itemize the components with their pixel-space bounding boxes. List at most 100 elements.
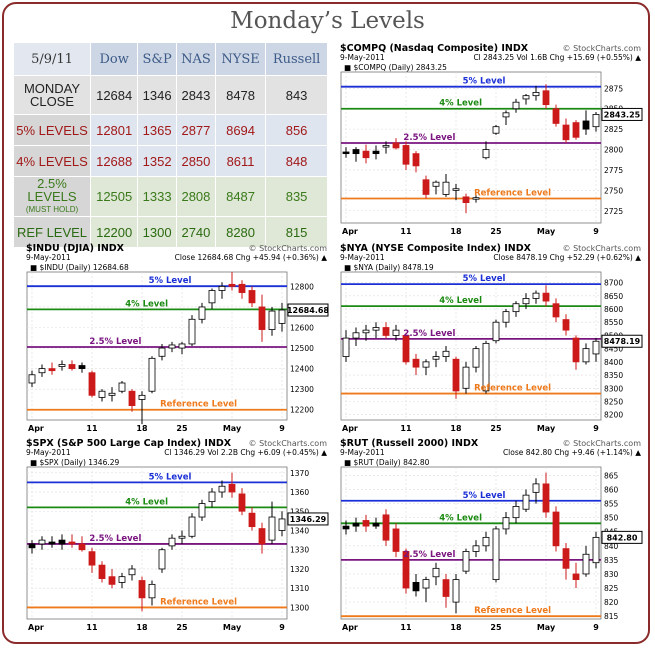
header-russell: Russell (265, 42, 328, 76)
chart-header: $SPX (S&P 500 Large Cap Index) INDX (26, 438, 232, 449)
candle-body (362, 520, 370, 527)
chart-nya-svg: $NYA (NYSE Composite Index) INDX © StockC… (340, 243, 643, 433)
candle-body (482, 536, 490, 547)
candle-body (432, 567, 440, 578)
chart-legend: ■ $INDU (Daily) 12684.68 (30, 263, 129, 272)
level-label: 4% Level (439, 99, 482, 109)
x-tick-label: 11 (400, 424, 412, 433)
chart-compq: $COMPQ (Nasdaq Composite) INDX © StockCha… (338, 42, 643, 237)
last-value-box (601, 334, 643, 348)
y-tick-label: 8450 (604, 345, 623, 354)
candle-body (168, 537, 176, 547)
chart-legend: ■ $COMPQ (Daily) 2843.25 (344, 63, 447, 72)
y-tick-label: 825 (604, 584, 619, 593)
x-tick-label: 9 (593, 424, 599, 433)
x-tick-label: May (223, 424, 242, 433)
y-tick-label: 2750 (604, 186, 623, 195)
table-cell: 8487 (214, 176, 267, 217)
level-label: 2.5% Level (403, 133, 455, 143)
level-label: 5% Level (463, 274, 506, 284)
chart-date: 9-May-2011 (26, 448, 71, 457)
candle-body (148, 357, 156, 392)
y-tick-label: 12600 (290, 324, 314, 333)
chart-header: $COMPQ (Nasdaq Composite) INDX (340, 43, 529, 54)
y-tick-label: 1300 (290, 603, 309, 612)
candle-body (362, 329, 370, 334)
candle-body (382, 327, 390, 336)
candle-body (88, 551, 96, 566)
candle-body (68, 541, 76, 545)
candle-body (542, 292, 550, 302)
candle-body (188, 318, 196, 345)
candle-body (452, 188, 460, 191)
table-cell: 1346 (137, 75, 177, 115)
candle-body (218, 285, 226, 291)
candle-body (402, 145, 410, 165)
candle-body (238, 493, 246, 512)
x-tick-label: Apr (342, 424, 358, 433)
chart-stats: Close 842.80 Chg +9.46 (+1.14%) ▲ (503, 448, 641, 457)
chart-watermark: © StockCharts.com (249, 244, 328, 253)
last-value-label: 842.80 (607, 533, 638, 542)
chart-header: $NYA (NYSE Composite Index) INDX (340, 243, 532, 254)
y-tick-label: 12800 (290, 282, 314, 291)
level-label: 5% Level (463, 77, 506, 87)
y-tick-label: 1350 (290, 507, 309, 516)
y-tick-label: 1330 (290, 546, 309, 555)
table-row: 5% LEVELS 12801 1365 2877 8694 856 (13, 114, 328, 146)
x-tick-label: 18 (450, 424, 462, 433)
candle-body (542, 90, 550, 106)
y-tick-label: 865 (604, 471, 619, 480)
table-cell: 835 (265, 176, 328, 217)
y-tick-label: 8200 (604, 411, 623, 420)
level-label: 5% Level (463, 491, 506, 501)
candle-body (532, 483, 540, 493)
candle-body (422, 361, 430, 368)
x-tick-label: Apr (28, 623, 44, 632)
candle-body (502, 311, 510, 323)
y-tick-label: 855 (604, 500, 619, 509)
candle-body (452, 579, 460, 603)
table-row: 4% LEVELS 12688 1352 2850 8611 848 (13, 145, 328, 177)
candle-body (542, 483, 550, 513)
chart-indu: $INDU (DJIA) INDX © StockCharts.com 9-May-… (24, 242, 329, 434)
chart-watermark: © StockCharts.com (563, 244, 642, 253)
candle-body (492, 321, 500, 342)
chart-watermark: © StockCharts.com (249, 439, 328, 448)
candle-body (108, 392, 116, 396)
chart-date: 9-May-2011 (340, 253, 385, 262)
candle-body (492, 528, 500, 580)
table-cell: 2877 (175, 114, 216, 146)
y-tick-label: 1370 (290, 469, 309, 478)
candle-body (128, 568, 136, 576)
candle-body (88, 372, 96, 396)
candle-body (442, 181, 450, 195)
y-tick-label: 12400 (290, 365, 314, 374)
level-label: 4% Level (439, 513, 482, 523)
candle-body (78, 543, 86, 551)
table-cell: 12801 (89, 114, 139, 146)
header-dow: Dow (89, 42, 139, 76)
y-tick-label: 835 (604, 556, 619, 565)
level-label: 2.5% Level (403, 550, 455, 560)
last-value-label: 8478.19 (604, 337, 641, 346)
chart-date: 9-May-2011 (340, 53, 385, 62)
candle-body (582, 553, 590, 575)
level-label: Reference Level (160, 400, 237, 410)
candle-body (412, 153, 420, 167)
candle-body (422, 179, 430, 195)
candle-body (48, 541, 56, 545)
chart-header: $RUT (Russell 2000) INDX (340, 438, 479, 449)
candle-body (502, 112, 510, 118)
candle-body (522, 298, 530, 305)
y-tick-label: 840 (604, 542, 619, 551)
candle-body (462, 366, 470, 389)
y-tick-label: 8350 (604, 371, 623, 380)
candle-body (442, 350, 450, 357)
y-tick-label: 2875 (604, 84, 623, 93)
header-nyse: NYSE (214, 42, 267, 76)
y-tick-label: 12500 (290, 344, 314, 353)
row-label-4pct: 4% LEVELS (13, 145, 91, 177)
table-cell: 12688 (89, 145, 139, 177)
candle-body (168, 344, 176, 349)
